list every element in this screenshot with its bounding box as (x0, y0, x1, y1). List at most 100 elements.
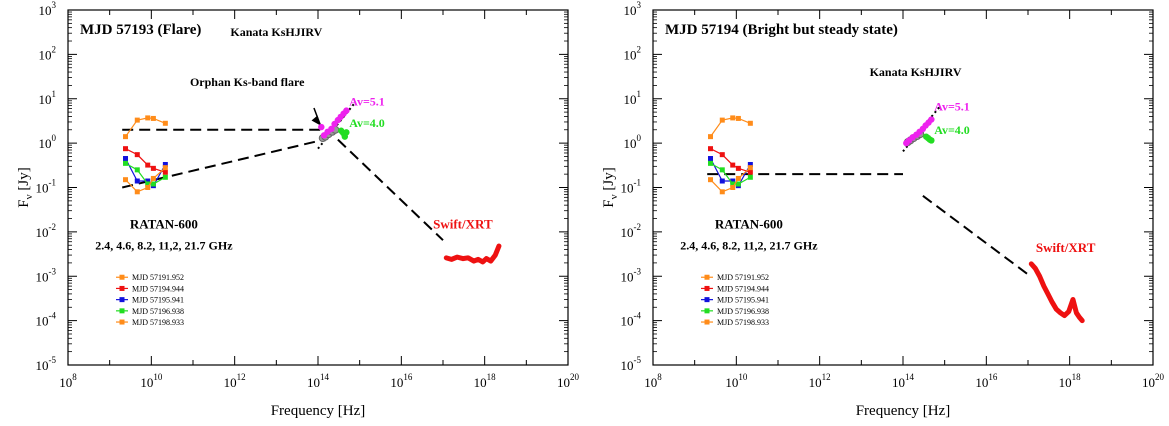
chart2-y-tick-label: 10-4 (621, 311, 642, 329)
chart1-x-tick-label: 1014 (307, 372, 330, 390)
chart2-radio-point-5 (719, 189, 725, 195)
chart1-radio-point-3 (145, 178, 151, 184)
chart1-legend-label-4: MJD 57196.938 (132, 307, 184, 316)
chart1-radio-point-4 (123, 160, 129, 166)
chart1-nir-magenta-point (318, 123, 325, 131)
chart1-radio-point-1 (145, 115, 151, 121)
chart1-xray-curve (443, 243, 502, 265)
chart1-nir-green-point (343, 129, 350, 136)
chart1-radio-point-5 (145, 185, 151, 190)
chart1-radio-point-4 (162, 174, 168, 180)
chart1-x-axis-title: Frequency [Hz] (271, 403, 366, 419)
chart2-av51-label: Av=5.1 (934, 99, 970, 113)
chart1-y-tick-label: 10-4 (36, 311, 57, 329)
chart2-radio-point-2 (747, 169, 753, 175)
chart2-legend-label-1: MJD 57191.952 (717, 273, 769, 282)
chart1-radio-series-line-1 (125, 117, 166, 137)
chart1-x-tick-label: 1010 (140, 372, 163, 390)
chart2-radio-point-5 (747, 165, 753, 171)
chart1-y-tick-label: 103 (39, 0, 57, 18)
chart2-radio-point-1 (735, 115, 741, 121)
chart1-legend-label-1: MJD 57191.952 (132, 273, 184, 282)
chart1-swift-label: Swift/XRT (433, 216, 493, 231)
chart2-legend-label-5: MJD 57198.933 (717, 318, 769, 327)
chart2-legend-marker-4 (704, 308, 710, 314)
chart1-y-tick-label: 101 (39, 89, 57, 107)
chart2-y-tick-label: 10-1 (621, 178, 642, 196)
chart1-radio-point-2 (123, 146, 129, 152)
chart1-radio-point-1 (134, 117, 140, 123)
chart2-ratan-freqs-label: 2.4, 4.6, 8.2, 11,2, 21.7 GHz (680, 239, 818, 253)
chart1-radio-point-1 (123, 134, 129, 140)
chart2-radio-series-line-1 (710, 117, 751, 137)
chart1-legend-marker-2 (119, 285, 125, 291)
chart2-xray-curve (1028, 261, 1085, 324)
chart2-radio-point-2 (730, 162, 736, 168)
chart2-radio-point-4 (719, 167, 725, 173)
chart1-ratan-freqs-label: 2.4, 4.6, 8.2, 11,2, 21.7 GHz (95, 239, 233, 253)
chart2-radio-point-4 (730, 181, 736, 187)
chart1-legend-label-3: MJD 57195.941 (132, 296, 184, 305)
chart2-legend-label-2: MJD 57194.944 (717, 284, 769, 293)
chart2-x-tick-label: 1018 (1059, 372, 1082, 390)
chart2-y-tick-label: 10-5 (621, 355, 642, 373)
chart2-y-tick-label: 101 (624, 89, 642, 107)
chart2-radio-point-1 (747, 120, 753, 126)
chart1-y-tick-label: 100 (39, 133, 57, 151)
chart1-legend-label-2: MJD 57194.944 (132, 284, 184, 293)
chart2-nir-magenta-point (928, 116, 935, 123)
chart2-radio-point-1 (730, 115, 736, 121)
chart1-y-tick-label: 10-5 (36, 355, 57, 373)
chart1-x-tick-label: 1012 (224, 372, 246, 390)
chart2-legend-marker-5 (704, 319, 710, 325)
chart2-radio-point-4 (747, 174, 753, 180)
chart1-legend-marker-4 (119, 308, 125, 314)
chart2-radio-point-4 (708, 160, 714, 166)
chart2-radio-point-2 (719, 152, 725, 158)
chart2-radio-point-1 (719, 117, 725, 123)
chart1-radio-point-1 (150, 115, 156, 121)
chart1-kanata-label: Kanata KsHJIRV (230, 25, 322, 39)
chart2-y-axis-title: Fν [Jy] (601, 167, 620, 207)
chart2-radio-point-1 (708, 134, 714, 140)
chart1-dashed-line-3 (337, 138, 444, 241)
chart2-dashed-line-2 (922, 195, 1029, 276)
chart2-radio-point-3 (747, 161, 753, 167)
chart2-radio-point-3 (719, 178, 725, 184)
chart2-y-tick-label: 103 (624, 0, 642, 18)
chart1-nir-magenta-point (343, 107, 350, 114)
chart2-title: MJD 57194 (Bright but steady state) (665, 22, 898, 38)
chart2-y-tick-label: 102 (624, 44, 642, 62)
chart2-legend-label-4: MJD 57196.938 (717, 307, 769, 316)
chart2-y-tick-label: 100 (624, 133, 642, 151)
chart1-radio-point-2 (134, 152, 140, 158)
chart2-swift-label: Swift/XRT (1036, 240, 1096, 255)
chart1-av51-label: Av=5.1 (349, 95, 385, 109)
chart1-radio-point-3 (162, 161, 168, 167)
chart1-legend-marker-5 (119, 319, 125, 325)
chart1-y-tick-label: 10-1 (36, 178, 57, 196)
chart1-title: MJD 57193 (Flare) (80, 22, 201, 38)
chart1-y-tick-label: 102 (39, 44, 57, 62)
chart1-orphan-label: Orphan Ks-band flare (190, 75, 305, 89)
chart2-legend-marker-3 (704, 297, 710, 303)
chart1-x-tick-label: 108 (59, 372, 77, 390)
chart1-radio-point-5 (162, 165, 168, 171)
chart1-nir-magenta-point (328, 125, 335, 133)
chart1-panel: 108 1010 1012 1014 1016 1018 1020 10-5 10-4 10-3 1… (16, 0, 580, 419)
chart1-x-tick-label: 1016 (390, 372, 413, 390)
chart1-x-tick-label: 1020 (557, 372, 580, 390)
chart1-y-axis-title: Fν [Jy] (16, 167, 35, 207)
chart1-radio-point-1 (162, 120, 168, 126)
chart2-x-axis-title: Frequency [Hz] (856, 403, 951, 419)
chart2-radio-point-3 (708, 156, 714, 162)
chart1-radio-point-2 (145, 162, 151, 168)
chart1-y-tick-label: 10-3 (36, 266, 57, 284)
chart2-nir-green-point (928, 137, 935, 144)
chart2-radio-point-5 (735, 175, 741, 181)
chart1-av40-label: Av=4.0 (349, 116, 385, 130)
chart2-radio-point-3 (730, 178, 736, 184)
chart1-orphan-arrowhead (311, 115, 321, 126)
chart2-radio-point-5 (708, 177, 714, 183)
chart1-radio-point-5 (134, 189, 140, 195)
